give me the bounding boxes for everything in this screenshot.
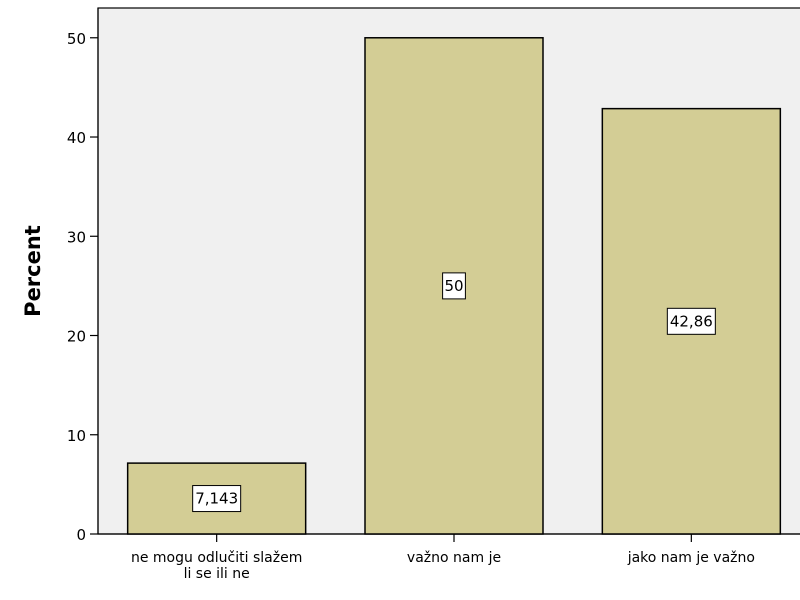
data-label-box <box>192 485 242 513</box>
x-tick-label: ne mogu odlučiti slažem <box>131 550 302 566</box>
y-tick-label: 30 <box>67 228 86 246</box>
data-label: 50 <box>444 277 463 295</box>
y-tick-label: 20 <box>67 328 86 346</box>
data-label-box <box>442 272 466 300</box>
data-labels: 7,143 50 42,86 <box>192 272 716 513</box>
y-axis: 0 10 20 30 40 50 <box>67 8 99 544</box>
data-label: 42,86 <box>670 312 713 330</box>
x-tick-label: li se ili ne <box>184 566 250 582</box>
y-tick-label: 10 <box>67 427 86 445</box>
data-label: 7,143 <box>195 490 238 508</box>
x-tick-label: važno nam je <box>407 550 501 566</box>
y-axis-title: Percent <box>21 225 45 317</box>
y-tick-label: 50 <box>67 30 86 48</box>
y-tick-label: 40 <box>67 129 86 147</box>
x-tick-label: jako nam je važno <box>627 550 755 566</box>
bars <box>126 37 782 535</box>
data-label-box <box>666 307 716 335</box>
y-tick-label: 0 <box>76 526 86 544</box>
